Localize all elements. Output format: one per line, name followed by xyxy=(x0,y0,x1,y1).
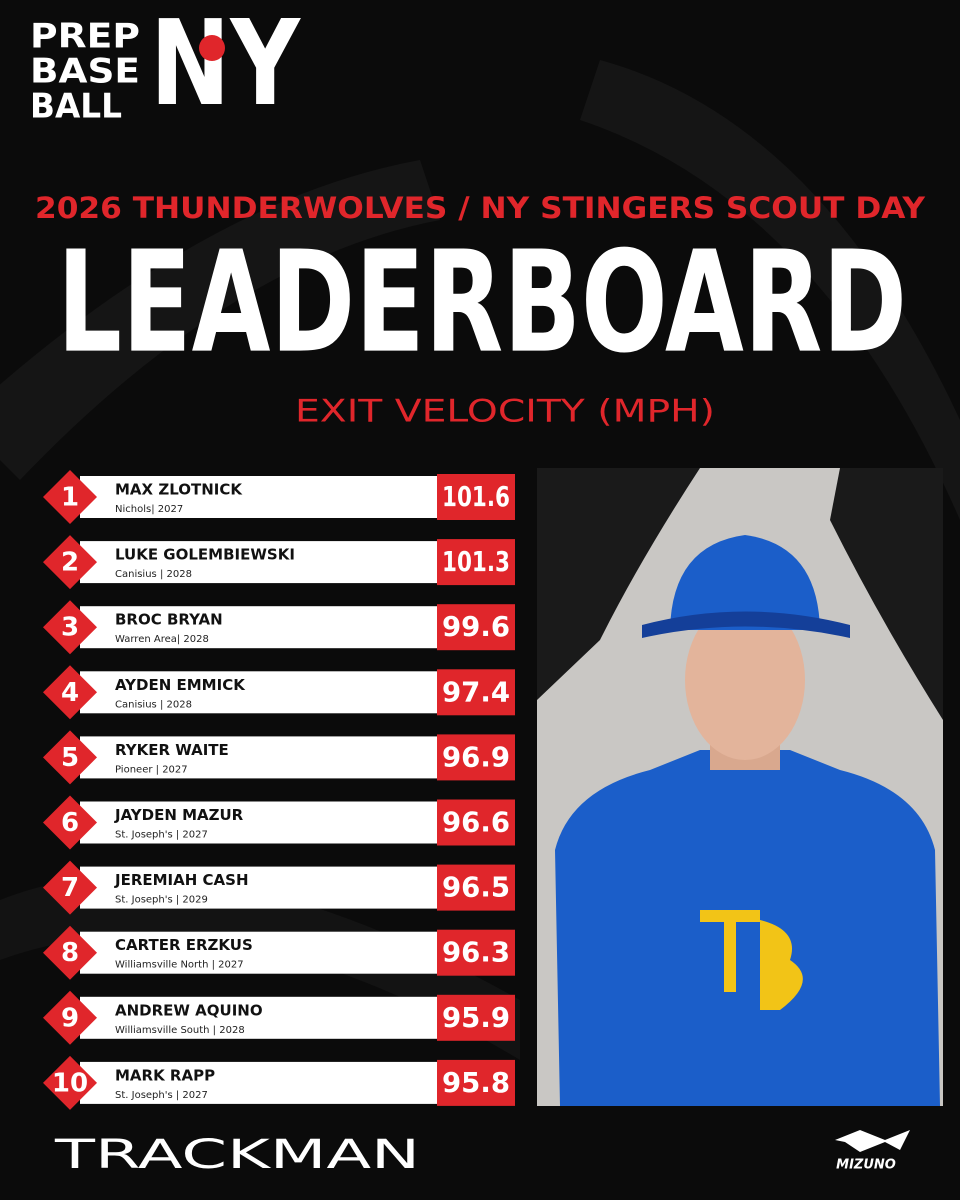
logo: PREP BASE BALL NY xyxy=(30,0,301,132)
exit-velocity: 97.4 xyxy=(442,675,510,708)
row-bar xyxy=(80,1061,438,1104)
player-name: CARTER ERZKUS xyxy=(115,936,253,954)
rank: 9 xyxy=(61,1003,79,1033)
player-name: MAX ZLOTNICK xyxy=(115,481,243,499)
player-info: Williamsville South | 2028 xyxy=(115,1025,245,1036)
rank: 3 xyxy=(61,613,79,643)
row-bar xyxy=(80,866,438,909)
event-title: 2026 THUNDERWOLVES / NY STINGERS SCOUT D… xyxy=(35,191,926,225)
photo-face xyxy=(685,600,805,760)
footer-brand: TRACKMAN xyxy=(53,1132,420,1178)
background-swoosh xyxy=(0,875,520,1060)
rank-badge xyxy=(43,470,97,524)
rank-badge xyxy=(43,665,97,720)
row-bar xyxy=(80,736,438,779)
rank-badge xyxy=(43,1055,97,1110)
logo-ball xyxy=(199,35,225,61)
row-bar xyxy=(80,996,438,1039)
player-name: JEREMIAH CASH xyxy=(114,871,249,889)
player-info: Canisius | 2028 xyxy=(115,569,192,580)
player-info: St. Joseph's | 2029 xyxy=(115,895,208,906)
value-box xyxy=(437,929,515,976)
player-name: BROC BRYAN xyxy=(115,611,223,629)
row-bar xyxy=(80,541,438,584)
metric-title: EXIT VELOCITY (MPH) xyxy=(295,394,715,430)
rank: 10 xyxy=(52,1068,88,1098)
exit-velocity: 96.6 xyxy=(442,806,510,839)
player-info: Warren Area| 2028 xyxy=(115,634,209,645)
rank: 7 xyxy=(61,873,79,903)
player-name: MARK RAPP xyxy=(115,1066,215,1084)
rank: 1 xyxy=(61,483,79,513)
exit-velocity: 101.3 xyxy=(442,545,510,578)
rank-badge xyxy=(43,730,97,785)
background-swoosh xyxy=(580,60,960,520)
logo-line: BALL xyxy=(30,87,122,127)
rank: 2 xyxy=(61,548,79,578)
exit-velocity: 95.8 xyxy=(442,1066,510,1099)
logo-line: PREP xyxy=(30,17,140,57)
exit-velocity: 96.5 xyxy=(442,871,510,904)
photo-backdrop-shape xyxy=(537,468,700,700)
rank-badge xyxy=(43,925,97,980)
exit-velocity: 96.3 xyxy=(442,936,510,969)
leaderboard-rows: 1 MAX ZLOTNICK Nichols| 2027 101.6 2 LUKE GOL… xyxy=(43,470,515,1110)
exit-velocity: 96.9 xyxy=(442,740,510,773)
footer-sponsor: MIZUNO xyxy=(836,1158,896,1173)
player-name: ANDREW AQUINO xyxy=(115,1001,263,1019)
player-name: LUKE GOLEMBIEWSKI xyxy=(115,546,295,564)
player-info: Pioneer | 2027 xyxy=(115,764,188,775)
rank-badge xyxy=(43,600,97,655)
photo-backdrop-shape xyxy=(830,468,943,720)
rank: 8 xyxy=(61,938,79,968)
row-bar xyxy=(80,476,438,518)
rank: 4 xyxy=(61,678,79,708)
exit-velocity: 95.9 xyxy=(442,1001,510,1034)
rank: 5 xyxy=(61,743,79,773)
photo-shirt-logo xyxy=(700,910,803,1010)
player-info: Nichols| 2027 xyxy=(115,504,183,515)
logo-line: BASE xyxy=(30,52,140,92)
value-box xyxy=(437,604,515,651)
value-box xyxy=(437,994,515,1041)
logo-mark: NY xyxy=(150,0,301,132)
row-bar xyxy=(80,931,438,974)
player-info: St. Joseph's | 2027 xyxy=(115,1090,208,1101)
row-bar xyxy=(80,606,438,649)
mizuno-mark xyxy=(835,1130,910,1152)
value-box xyxy=(437,799,515,846)
rank-badge xyxy=(43,860,97,915)
photo-cap xyxy=(670,535,820,630)
value-box xyxy=(437,669,515,716)
player-photo xyxy=(537,468,943,1106)
exit-velocity: 99.6 xyxy=(442,610,510,643)
value-box xyxy=(437,539,515,586)
photo-cap-brim xyxy=(642,611,850,638)
value-box xyxy=(437,734,515,781)
player-info: Williamsville North | 2027 xyxy=(115,960,244,971)
value-box xyxy=(437,1059,515,1106)
rank-badge xyxy=(43,990,97,1045)
player-name: JAYDEN MAZUR xyxy=(114,806,244,824)
row-bar xyxy=(80,671,438,714)
exit-velocity: 101.6 xyxy=(442,480,510,513)
rank-badge xyxy=(43,535,97,590)
main-title: LEADERBOARD xyxy=(57,222,907,385)
photo-shirt xyxy=(555,750,940,1106)
background-swoosh xyxy=(0,160,440,480)
rank: 6 xyxy=(61,808,79,838)
player-info: St. Joseph's | 2027 xyxy=(115,830,208,841)
value-box xyxy=(437,864,515,911)
rank-badge xyxy=(43,795,97,850)
player-name: RYKER WAITE xyxy=(115,741,229,759)
row-bar xyxy=(80,801,438,844)
value-box xyxy=(437,474,515,520)
player-info: Canisius | 2028 xyxy=(115,699,192,710)
player-name: AYDEN EMMICK xyxy=(115,676,246,694)
